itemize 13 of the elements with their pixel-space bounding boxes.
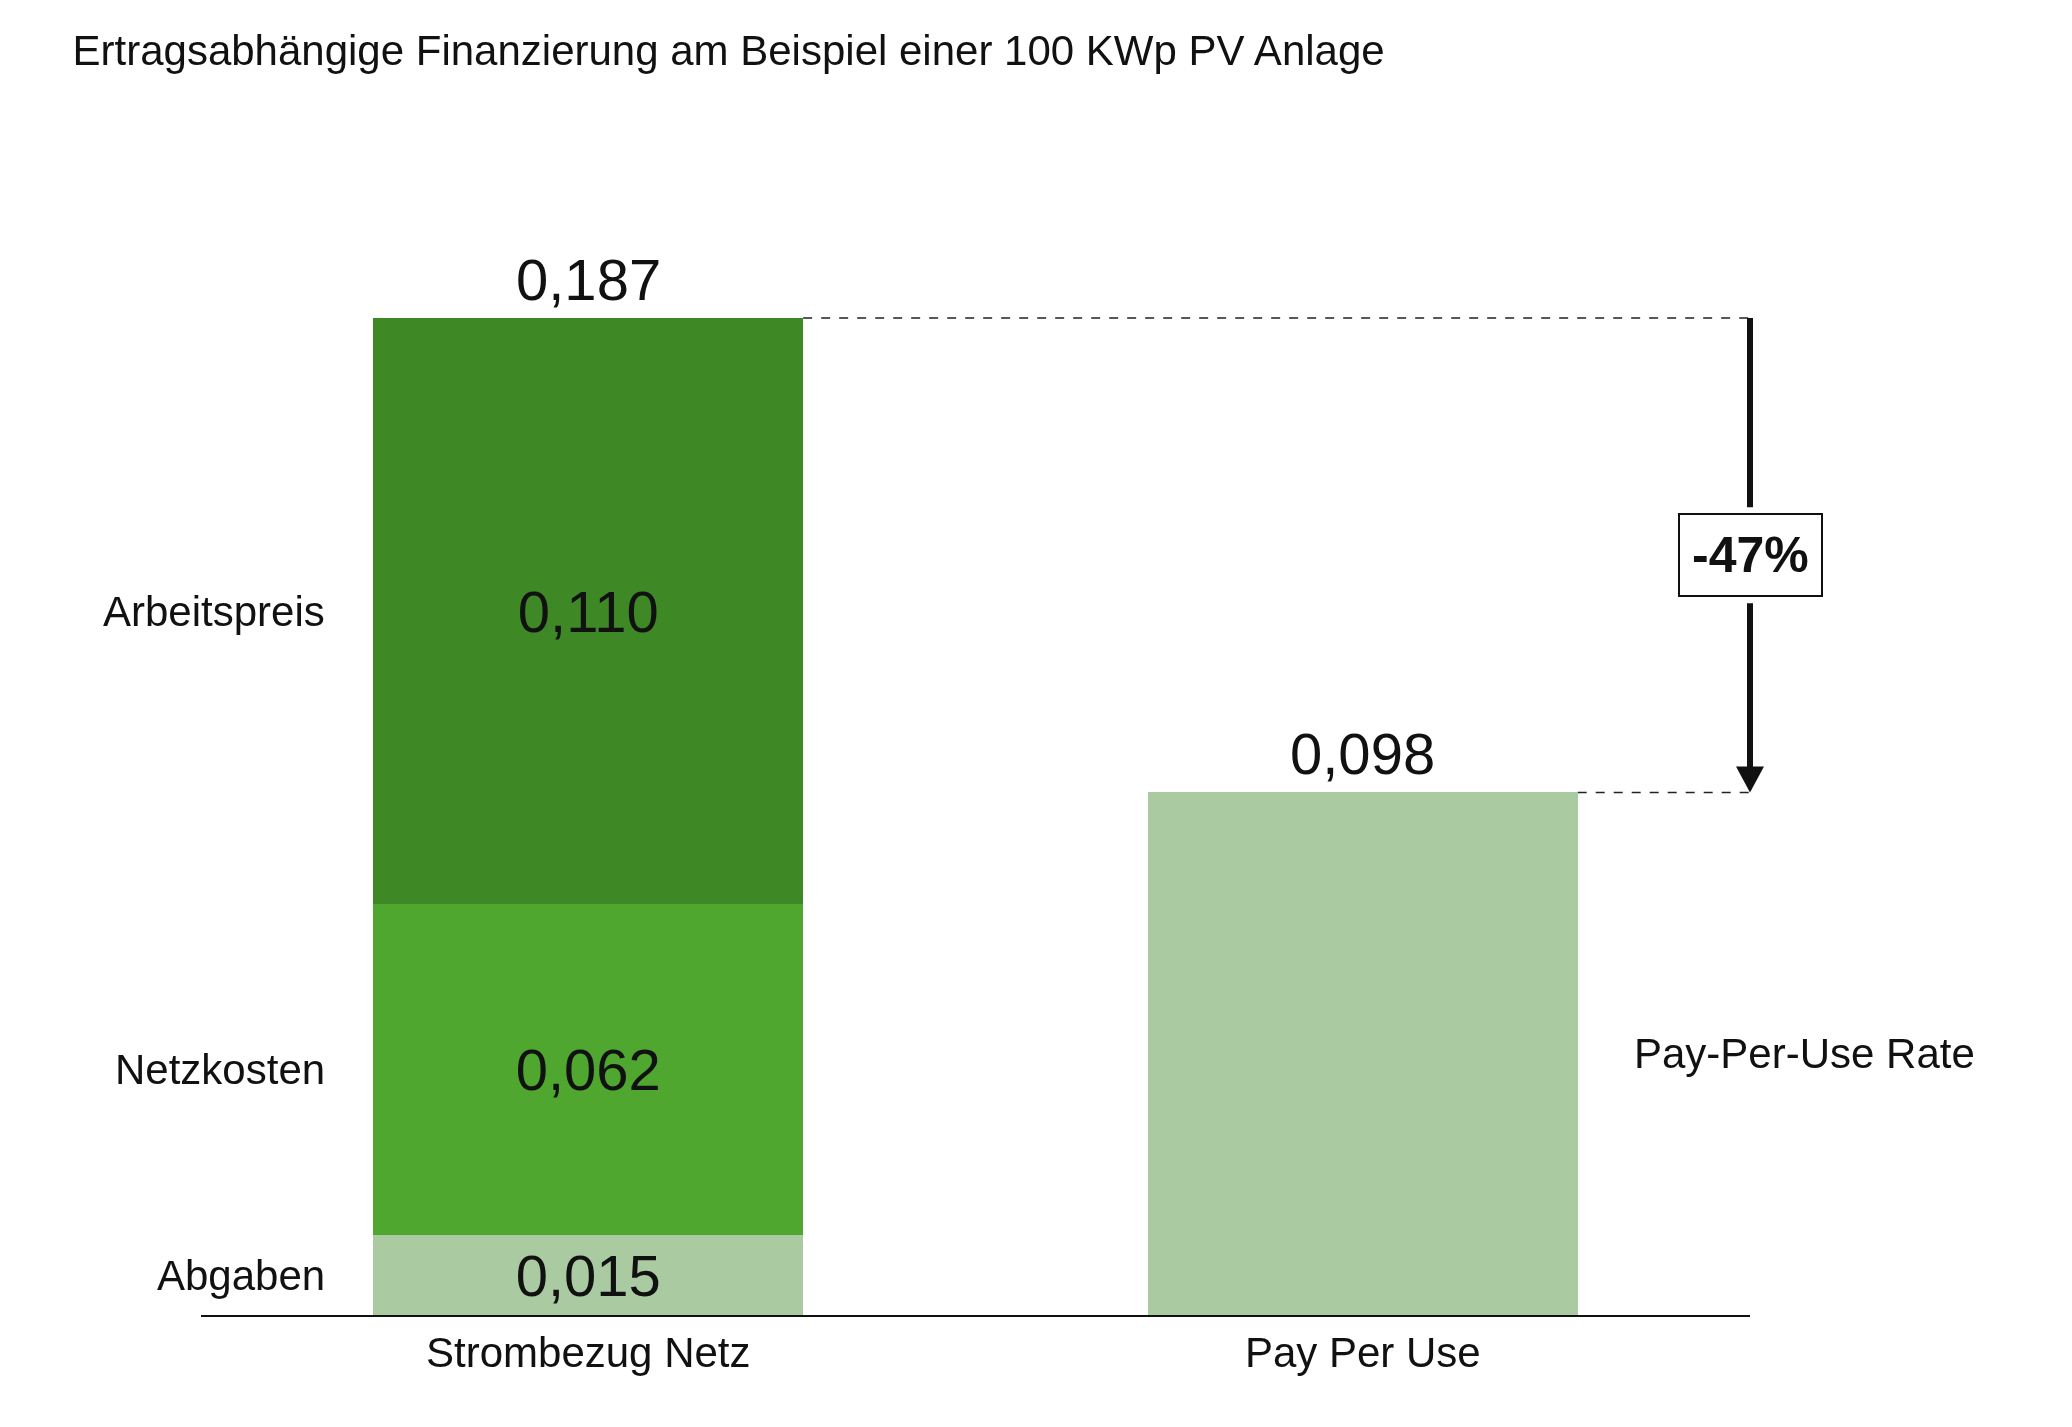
series-label: Netzkosten: [115, 1046, 326, 1093]
series-label: Abgaben: [157, 1252, 326, 1299]
chart-title: Ertragsabhängige Finanzierung am Beispiel einer 100 KWp PV Anlage: [72, 27, 1385, 75]
series-label: Arbeitspreis: [103, 588, 325, 635]
annotation: -47%: [1692, 527, 1809, 583]
x-tick-label: Strombezug Netz: [426, 1329, 751, 1377]
series-label: Pay-Per-Use Rate: [1634, 1030, 1975, 1077]
x-tick-label: Pay Per Use: [1244, 1329, 1481, 1377]
data-label: 0,062: [515, 1037, 661, 1103]
data-label: 0,110: [517, 578, 659, 644]
total-label: 0,187: [516, 247, 662, 312]
data-label: 0,015: [515, 1242, 661, 1308]
total-label: 0,098: [1290, 721, 1436, 786]
